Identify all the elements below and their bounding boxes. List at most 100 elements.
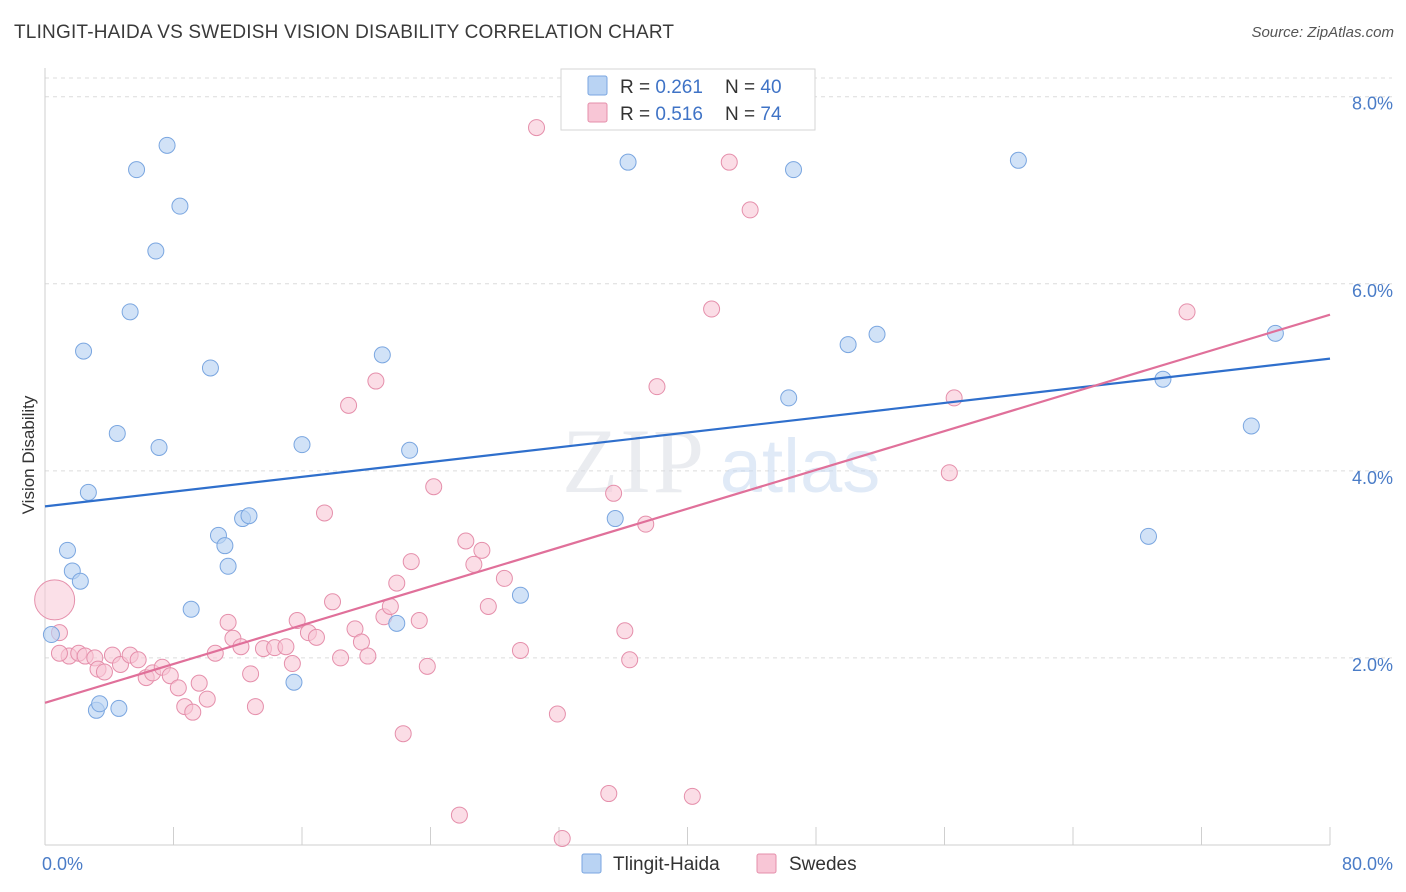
y-tick-label: 8.0% [1352, 94, 1393, 114]
swedes-point [495, 569, 513, 587]
legend-r-value-1: 0.261 [655, 77, 703, 98]
tlingit-haida-point [839, 336, 857, 354]
swedes-point [511, 641, 529, 659]
tlingit-haida-point [780, 389, 798, 407]
swedes-point [553, 829, 571, 847]
swedes-point [1178, 303, 1196, 321]
tlingit-haida-point [1009, 151, 1027, 169]
swedes-point [324, 593, 342, 611]
swedes-point [307, 628, 325, 646]
legend-r-value-2: 0.516 [655, 104, 703, 125]
watermark-atlas: atlas [720, 424, 881, 509]
tlingit-haida-point [71, 572, 89, 590]
tlingit-haida-point [216, 537, 234, 555]
swedes-point [388, 574, 406, 592]
svg-text:N = 74: N = 74 [725, 104, 782, 125]
tlingit-haida-point [108, 424, 126, 442]
svg-text:N = 40: N = 40 [725, 77, 782, 98]
tlingit-haida-point [293, 436, 311, 454]
tlingit-haida-point [128, 161, 146, 179]
legend-swatch-tlingit-haida [587, 75, 608, 96]
swedes-point [184, 703, 202, 721]
swedes-point [621, 651, 639, 669]
tlingit-haida-point [373, 346, 391, 364]
swedes-point [616, 622, 634, 640]
swedes-point [219, 613, 237, 631]
swedes-point [450, 806, 468, 824]
swedes-point [95, 663, 113, 681]
swedes-point [277, 638, 295, 656]
tlingit-haida-point [219, 557, 237, 575]
legend-box: R = 0.261 N = 40 R = 0.516 N = 74 [560, 68, 816, 131]
tlingit-haida-point [121, 303, 139, 321]
swedes-trend-line [44, 313, 1331, 704]
swedes-point [34, 579, 76, 621]
swedes-point [394, 725, 412, 743]
swedes-point [479, 597, 497, 615]
tlingit-haida-point [388, 614, 406, 632]
swedes-point [246, 698, 264, 716]
swedes-point [418, 657, 436, 675]
legend-r-label-1: R = [620, 77, 655, 98]
swedes-point [242, 665, 260, 683]
tlingit-haida-point [285, 673, 303, 691]
tlingit-haida-points [42, 136, 1284, 719]
legend-n-label-2: N = [725, 104, 760, 125]
swedes-point [129, 651, 147, 669]
tlingit-haida-point [150, 438, 168, 456]
tlingit-haida-point [91, 695, 109, 713]
swedes-point [410, 612, 428, 630]
svg-text:R = 0.516: R = 0.516 [620, 104, 703, 125]
swedes-point [465, 555, 483, 573]
swedes-point [315, 504, 333, 522]
swedes-point [340, 396, 358, 414]
swedes-point [50, 644, 68, 662]
swedes-point [940, 464, 958, 482]
swedes-point [600, 785, 618, 803]
swedes-point [169, 679, 187, 697]
swedes-point [359, 647, 377, 665]
x-tick-label-max: 80.0% [1342, 854, 1393, 874]
swedes-point [648, 378, 666, 396]
bottom-legend-tlingit-haida: Tlingit-Haida [613, 854, 720, 875]
tlingit-haida-point [79, 483, 97, 501]
swedes-point [161, 667, 179, 685]
tlingit-haida-point [401, 441, 419, 459]
gridlines [45, 77, 1392, 659]
y-tick-label: 6.0% [1352, 281, 1393, 301]
tlingit-haida-point [182, 600, 200, 618]
tlingit-haida-point [1139, 527, 1157, 545]
bottom-legend-swatch-swedes [756, 853, 777, 874]
y-tick-label: 2.0% [1352, 655, 1393, 675]
swedes-point [425, 478, 443, 496]
x-tick-label-min: 0.0% [42, 854, 83, 874]
watermark-zip: ZIP [562, 410, 706, 512]
tlingit-haida-point [147, 242, 165, 260]
tlingit-haida-point [42, 626, 60, 644]
legend-n-label-1: N = [725, 77, 760, 98]
source-credit: Source: ZipAtlas.com [1251, 24, 1394, 41]
swedes-point [352, 633, 370, 651]
axes [44, 68, 1331, 846]
swedes-point [741, 201, 759, 219]
swedes-point [528, 119, 546, 137]
y-tick-labels: 2.0% 4.0% 6.0% 8.0% [1352, 94, 1393, 675]
swedes-point [332, 649, 350, 667]
legend-r-label-2: R = [620, 104, 655, 125]
swedes-point [190, 674, 208, 692]
tlingit-haida-point [511, 586, 529, 604]
tlingit-haida-point [240, 507, 258, 525]
swedes-point [283, 655, 301, 673]
y-tick-label: 4.0% [1352, 468, 1393, 488]
swedes-point [548, 705, 566, 723]
tlingit-haida-point [606, 510, 624, 528]
tlingit-haida-point [201, 359, 219, 377]
tlingit-haida-point [1242, 417, 1260, 435]
swedes-point [683, 787, 701, 805]
tlingit-haida-trend-line [44, 357, 1331, 508]
legend-swatch-swedes [587, 102, 608, 123]
tlingit-haida-point [868, 325, 886, 343]
swedes-point [703, 300, 721, 318]
swedes-point [402, 553, 420, 571]
